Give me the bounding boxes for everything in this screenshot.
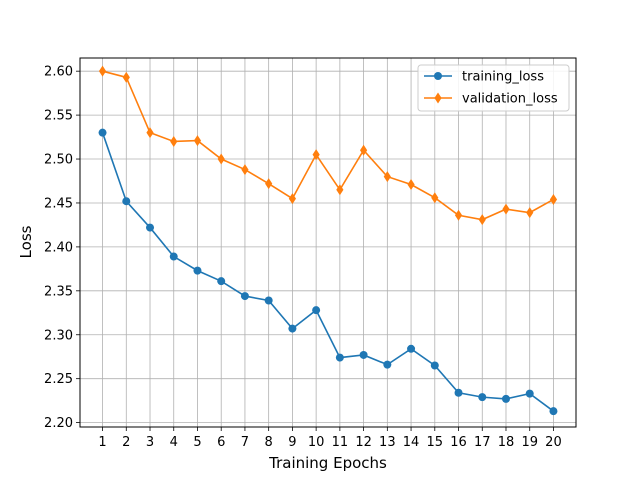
y-tick-label: 2.55 (44, 109, 73, 124)
data-point (122, 71, 130, 83)
series-validation_loss (98, 65, 558, 226)
data-point (407, 179, 415, 191)
y-tick-label: 2.30 (44, 328, 73, 343)
data-point (288, 193, 297, 205)
y-tick-label: 2.40 (44, 240, 73, 255)
legend-box (417, 64, 570, 112)
y-axis-label: Loss (17, 225, 35, 258)
data-point (430, 361, 439, 370)
x-tick-label: 6 (217, 435, 225, 450)
x-tick-label: 19 (521, 435, 538, 450)
data-point (454, 388, 463, 397)
x-tick-label: 7 (241, 435, 249, 450)
x-tick-label: 14 (403, 435, 420, 450)
data-point (359, 350, 368, 359)
data-point (193, 266, 202, 275)
y-tick-label: 2.25 (44, 372, 73, 387)
data-point (217, 277, 226, 286)
x-tick-label: 16 (450, 435, 467, 450)
data-point (312, 306, 321, 315)
series-layer (98, 65, 558, 416)
data-point (336, 184, 344, 196)
legend-item: training_loss (424, 70, 544, 85)
x-tick-label: 8 (265, 435, 273, 450)
x-tick-label: 4 (170, 435, 178, 450)
x-axis-label: Training Epochs (268, 454, 387, 472)
data-point (501, 394, 510, 403)
legend-label: training_loss (462, 70, 544, 85)
x-tick-label: 20 (545, 435, 562, 450)
x-tick-label: 3 (146, 435, 154, 450)
data-point (383, 171, 391, 183)
x-tick-label: 9 (288, 435, 296, 450)
data-point (265, 178, 273, 190)
tick-layer: 1 2 3 4 5 6 7 8 9 10 11 12 13 14 15 16 17 18 19 202.202.252… (44, 65, 562, 450)
data-point (335, 353, 344, 362)
x-tick-label: 1 (98, 435, 106, 450)
data-point (454, 209, 463, 221)
x-tick-label: 5 (193, 435, 201, 450)
y-tick-label: 2.20 (44, 416, 73, 431)
data-point (146, 223, 155, 232)
x-tick-label: 15 (427, 435, 444, 450)
data-point (478, 214, 486, 226)
data-point (217, 153, 225, 165)
series-training_loss (98, 128, 558, 416)
grid-lines (80, 58, 576, 427)
data-point (526, 207, 534, 219)
y-tick-label: 2.50 (44, 153, 73, 168)
data-point (241, 164, 249, 176)
data-point (502, 203, 510, 215)
x-tick-label: 12 (355, 435, 372, 450)
legend-label: validation_loss (462, 92, 558, 107)
data-point (264, 296, 273, 305)
data-point (431, 192, 439, 204)
plot-frame (79, 57, 577, 428)
data-point (383, 360, 392, 369)
data-point (98, 65, 107, 77)
data-point (169, 252, 178, 261)
data-point (122, 197, 131, 206)
data-point (193, 135, 202, 147)
data-point (312, 149, 320, 161)
x-tick-label: 10 (308, 435, 325, 450)
legend: training_loss validation_loss (417, 64, 570, 112)
data-point (478, 393, 487, 402)
y-tick-label: 2.35 (44, 284, 73, 299)
x-tick-label: 2 (122, 435, 130, 450)
legend-marker (434, 92, 442, 104)
series-line (101, 132, 554, 412)
x-tick-label: 18 (498, 435, 515, 450)
x-tick-label: 17 (474, 435, 491, 450)
data-point (170, 135, 178, 147)
data-point (288, 324, 297, 333)
data-point (525, 389, 534, 398)
legend-marker (434, 72, 442, 80)
data-point (549, 193, 558, 205)
data-point (359, 144, 368, 156)
series-line (102, 70, 554, 221)
y-tick-label: 2.45 (44, 196, 73, 211)
x-tick-label: 11 (332, 435, 349, 450)
data-point (146, 127, 154, 139)
data-point (240, 292, 249, 301)
data-point (98, 128, 107, 137)
data-point (407, 344, 416, 353)
legend-item: validation_loss (424, 92, 558, 107)
y-tick-label: 2.60 (44, 65, 73, 80)
data-point (549, 407, 558, 416)
x-tick-label: 13 (379, 435, 396, 450)
